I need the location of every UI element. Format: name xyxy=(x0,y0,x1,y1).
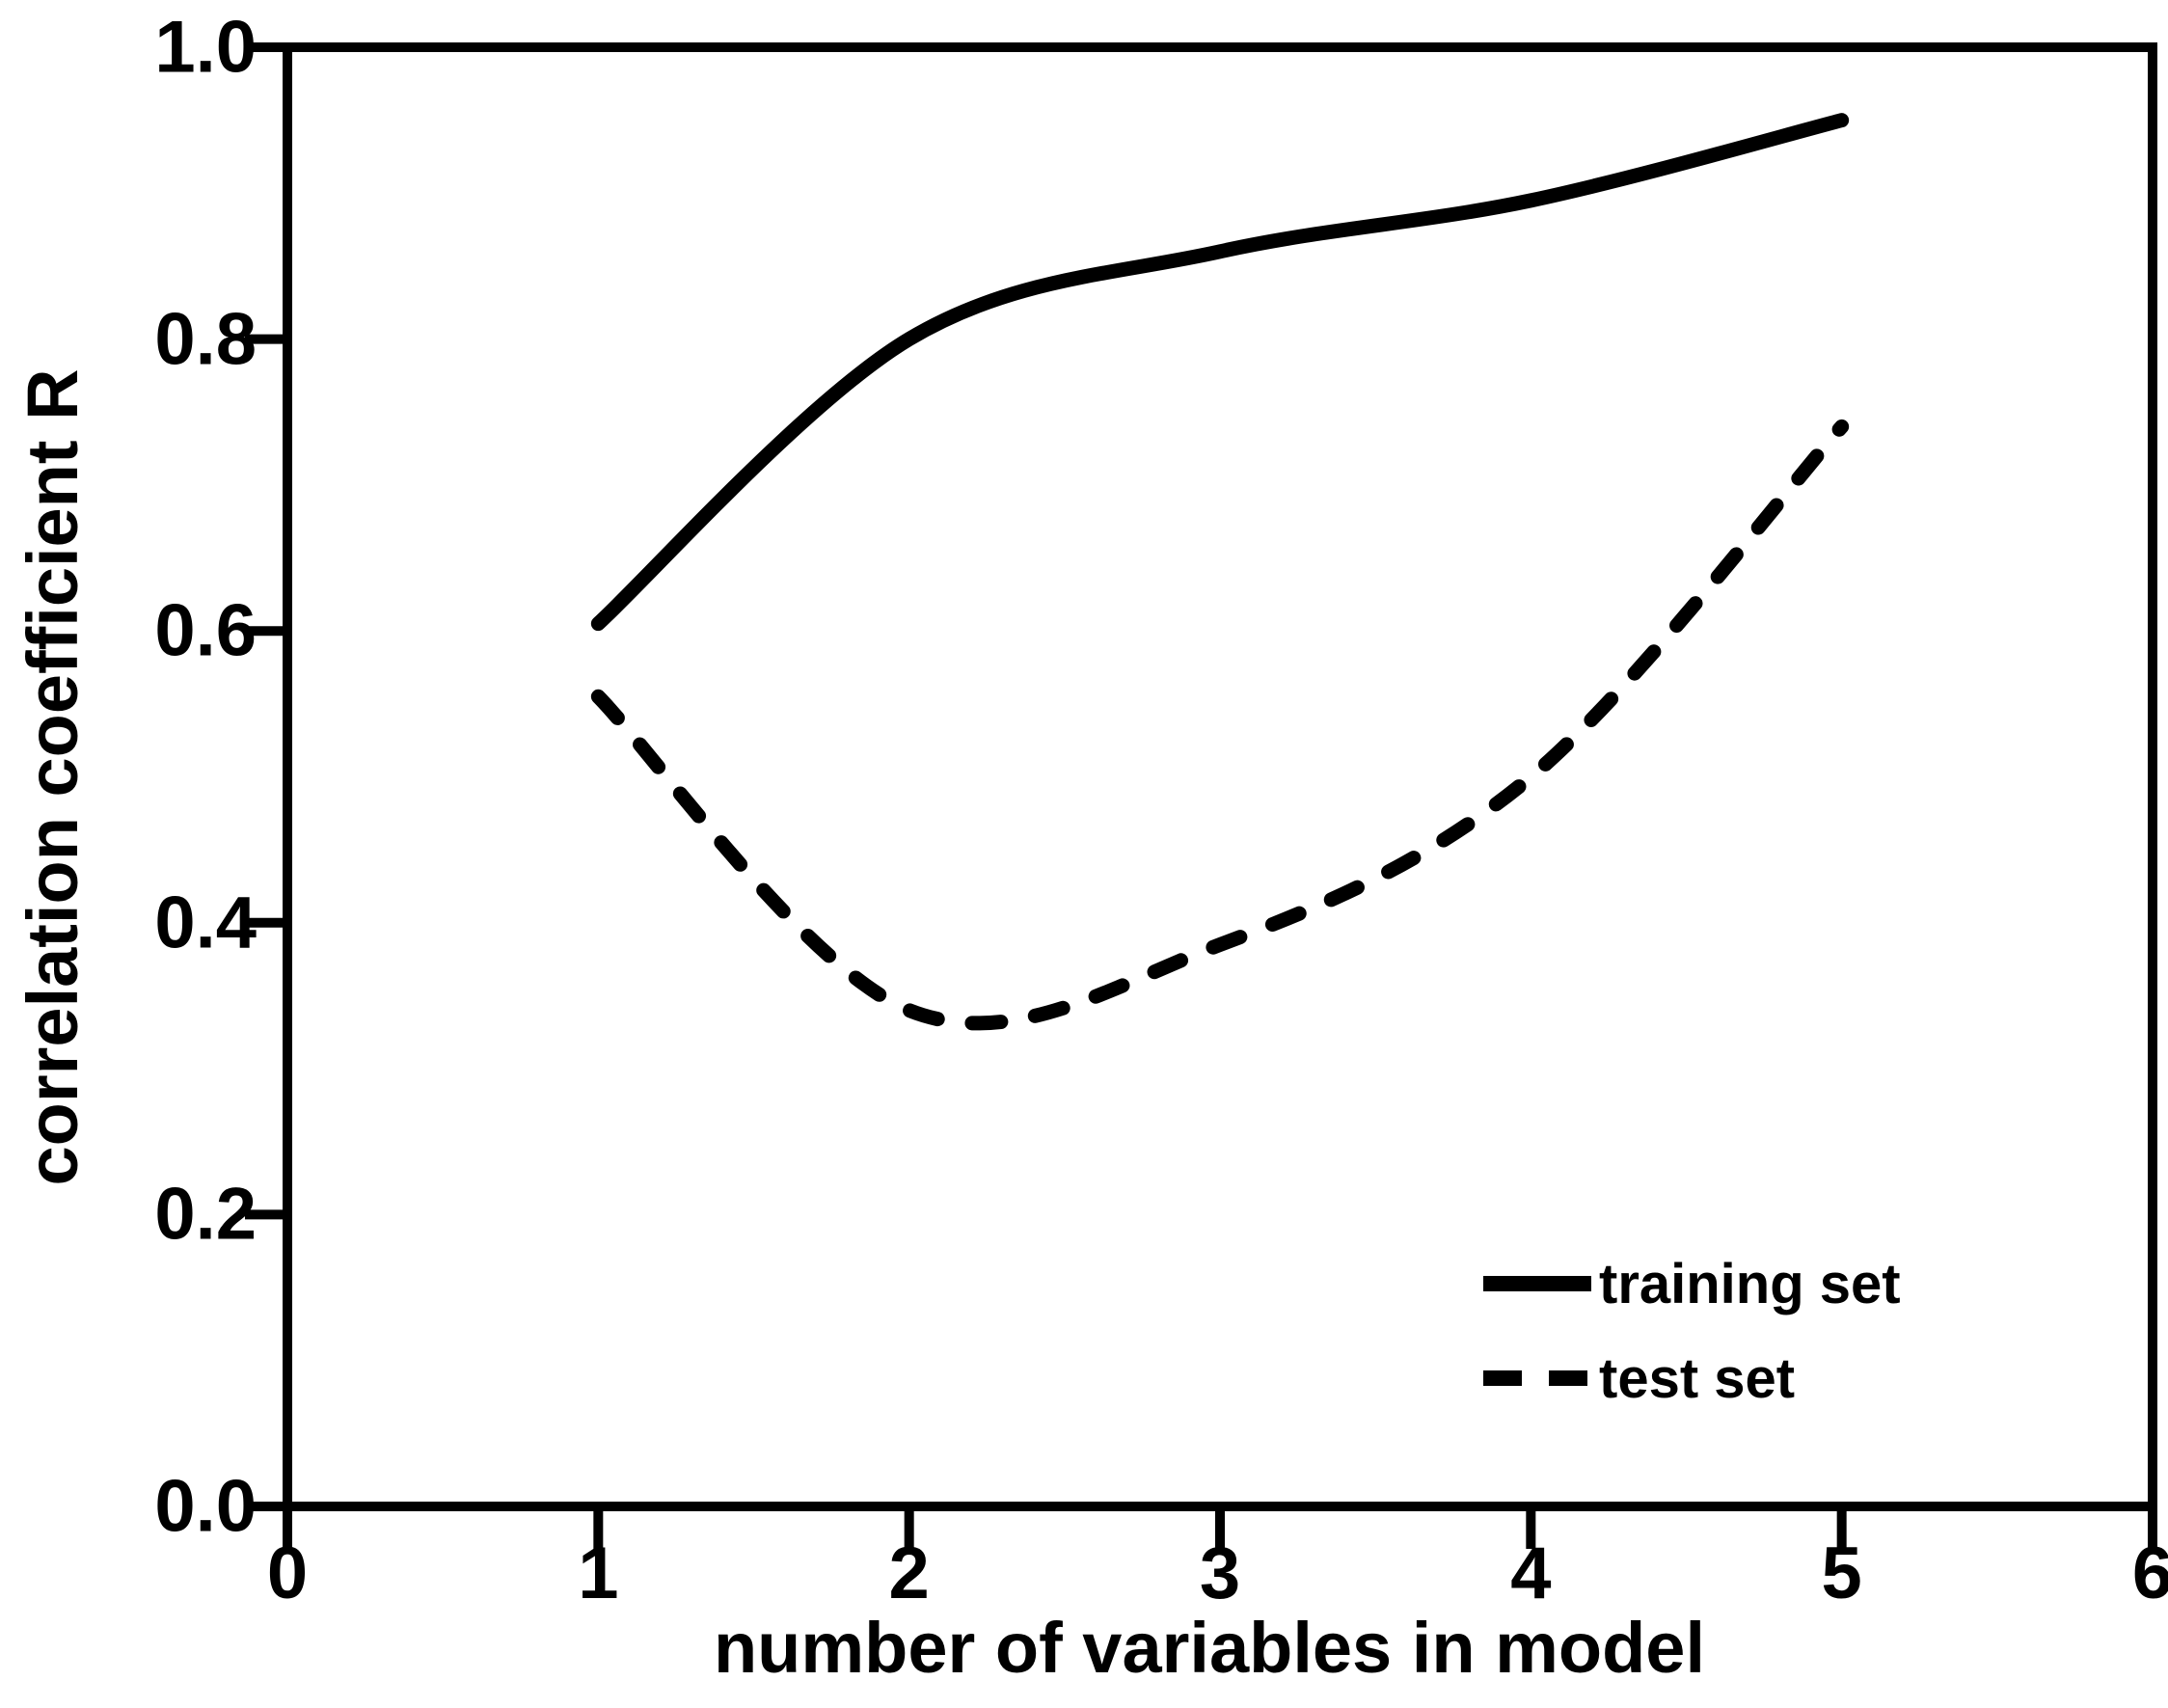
y-tick-label: 1.0 xyxy=(154,6,257,89)
legend-item-training-set: training set xyxy=(1483,1248,1901,1319)
legend-item-test-set: test set xyxy=(1483,1342,1901,1414)
y-tick-label: 0.4 xyxy=(154,881,257,964)
series-line-test-set xyxy=(590,419,1850,1031)
plot-frame xyxy=(283,42,2157,1511)
y-tick-label: 0.6 xyxy=(154,589,257,672)
legend-label-test-set: test set xyxy=(1599,1346,1796,1410)
test-set-line-sample xyxy=(1483,1370,1591,1386)
x-tick-label: 3 xyxy=(1199,1532,1241,1614)
x-tick-label: 0 xyxy=(266,1532,309,1614)
y-tick-label: 0.0 xyxy=(154,1465,257,1548)
legend-label-training-set: training set xyxy=(1599,1252,1901,1315)
y-tick-label: 0.8 xyxy=(154,298,257,381)
legend: training set test set xyxy=(1483,1248,1901,1437)
x-tick-label: 1 xyxy=(578,1532,619,1614)
y-tick-label: 0.2 xyxy=(154,1173,257,1256)
training-set-line-sample xyxy=(1483,1276,1591,1291)
x-tick-label: 2 xyxy=(888,1532,930,1614)
x-axis-title: number of variables in model xyxy=(713,1608,1705,1688)
series-line-training-set xyxy=(590,113,1850,632)
x-tick-label: 6 xyxy=(2131,1532,2168,1614)
y-axis-title: correlation coefficient R xyxy=(13,368,93,1186)
x-tick-label: 4 xyxy=(1510,1532,1552,1614)
x-tick-label: 5 xyxy=(1821,1532,1862,1614)
